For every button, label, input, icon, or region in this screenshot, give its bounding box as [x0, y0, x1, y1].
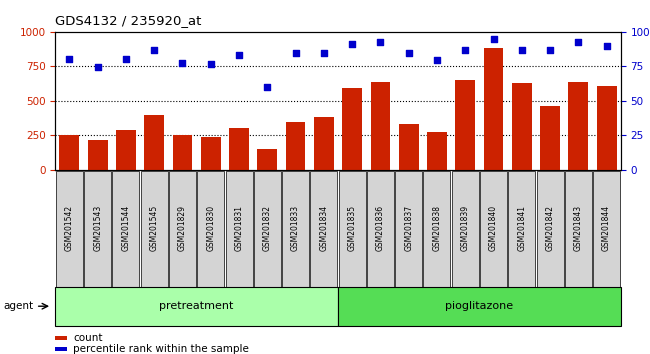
- Point: [601, 44, 612, 49]
- Text: GSM201544: GSM201544: [122, 205, 131, 251]
- Bar: [399, 124, 419, 170]
- Text: count: count: [73, 333, 103, 343]
- Bar: [314, 117, 333, 170]
- Text: GSM201832: GSM201832: [263, 205, 272, 251]
- Text: GSM201840: GSM201840: [489, 205, 498, 251]
- Bar: [343, 88, 362, 170]
- Bar: [512, 83, 532, 170]
- Point: [262, 84, 272, 90]
- Text: GSM201833: GSM201833: [291, 205, 300, 251]
- Point: [347, 41, 358, 47]
- Bar: [286, 122, 306, 170]
- Point: [121, 57, 131, 62]
- Text: GSM201543: GSM201543: [93, 205, 102, 251]
- Text: GSM201830: GSM201830: [206, 205, 215, 251]
- Point: [517, 47, 527, 53]
- Text: GSM201834: GSM201834: [319, 205, 328, 251]
- Text: percentile rank within the sample: percentile rank within the sample: [73, 344, 250, 354]
- Bar: [60, 135, 79, 170]
- Text: GSM201841: GSM201841: [517, 205, 526, 251]
- Point: [291, 50, 301, 56]
- Bar: [427, 132, 447, 170]
- Point: [404, 50, 414, 56]
- Text: GSM201542: GSM201542: [65, 205, 74, 251]
- Bar: [597, 86, 616, 170]
- Text: GDS4132 / 235920_at: GDS4132 / 235920_at: [55, 14, 201, 27]
- Point: [234, 52, 244, 57]
- Text: GSM201837: GSM201837: [404, 205, 413, 251]
- Bar: [370, 81, 390, 170]
- Text: pioglitazone: pioglitazone: [445, 301, 514, 311]
- Text: GSM201831: GSM201831: [235, 205, 244, 251]
- Text: GSM201843: GSM201843: [574, 205, 583, 251]
- Bar: [540, 107, 560, 170]
- Text: GSM201838: GSM201838: [432, 205, 441, 251]
- Point: [92, 64, 103, 70]
- Text: GSM201836: GSM201836: [376, 205, 385, 251]
- Text: agent: agent: [3, 301, 33, 311]
- Text: GSM201844: GSM201844: [602, 205, 611, 251]
- Text: GSM201545: GSM201545: [150, 205, 159, 251]
- Text: pretreatment: pretreatment: [159, 301, 234, 311]
- Text: GSM201839: GSM201839: [461, 205, 470, 251]
- Point: [545, 48, 555, 53]
- Text: GSM201842: GSM201842: [545, 205, 554, 251]
- Bar: [569, 81, 588, 170]
- Point: [177, 60, 188, 66]
- Bar: [173, 135, 192, 170]
- Bar: [456, 80, 475, 170]
- Text: GSM201835: GSM201835: [348, 205, 357, 251]
- Point: [64, 57, 75, 62]
- Point: [460, 47, 471, 53]
- Point: [149, 48, 159, 53]
- Point: [318, 50, 329, 56]
- Point: [432, 57, 442, 63]
- Bar: [229, 128, 249, 170]
- Point: [205, 61, 216, 67]
- Point: [375, 39, 385, 44]
- Bar: [116, 130, 136, 170]
- Point: [488, 36, 499, 42]
- Bar: [88, 140, 107, 170]
- Bar: [201, 137, 220, 170]
- Text: GSM201829: GSM201829: [178, 205, 187, 251]
- Bar: [484, 48, 503, 170]
- Point: [573, 39, 584, 44]
- Bar: [144, 115, 164, 170]
- Bar: [257, 149, 277, 170]
